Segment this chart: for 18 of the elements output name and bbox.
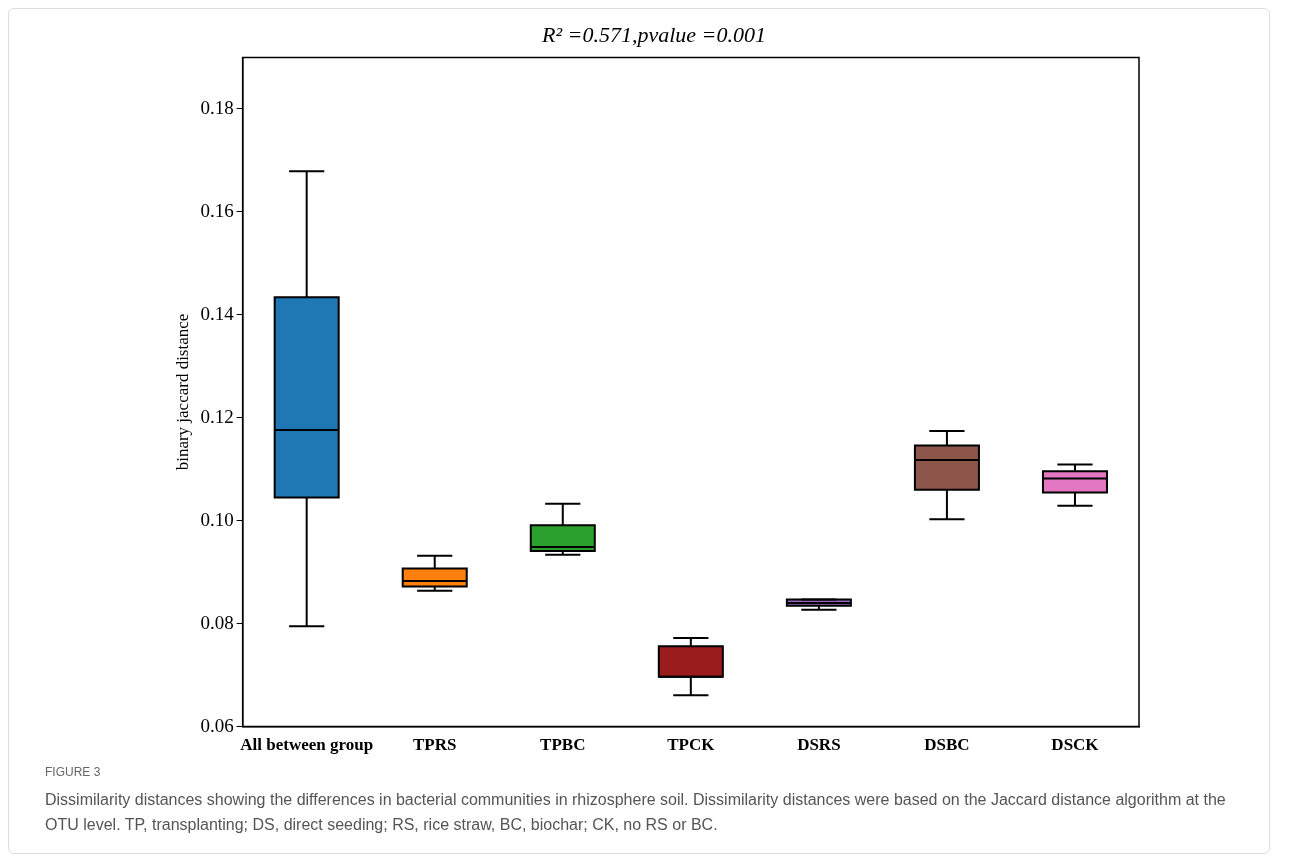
chart-title: R² =0.571,pvalue =0.001 (541, 21, 766, 47)
y-tick-label: 0.12 (200, 405, 234, 427)
x-tick-label: TPCK (667, 735, 716, 755)
x-tick-label: TPRS (412, 735, 457, 755)
y-tick-label: 0.10 (200, 508, 234, 530)
y-axis-title: binary jaccard distance (172, 313, 192, 471)
caption: FIGURE 3 (45, 765, 102, 779)
x-tick-label: DSRS (797, 735, 841, 755)
x-tick-label: TPBC (540, 735, 586, 755)
y-tick-label: 0.16 (200, 199, 234, 221)
x-tick-label: DSBC (924, 735, 970, 755)
x-tick-label: All between group (240, 735, 374, 755)
text: Dissimilarity distances showing the differences in bacterial communities in rhizosphere soil. Dissimilarity distances were based on the Jaccard distance algorithm at the OTU level. TP, transplanting; DS, direct seeding; RS, rice straw, BC, biochar; CK, no RS or BC. (45, 790, 1227, 835)
y-tick-label: 0.18 (200, 96, 234, 118)
y-tick-label: 0.08 (200, 611, 234, 633)
x-tick-label: DSCK (1051, 735, 1100, 755)
y-tick-label: 0.14 (200, 302, 235, 324)
y-tick-label: 0.06 (200, 714, 234, 736)
